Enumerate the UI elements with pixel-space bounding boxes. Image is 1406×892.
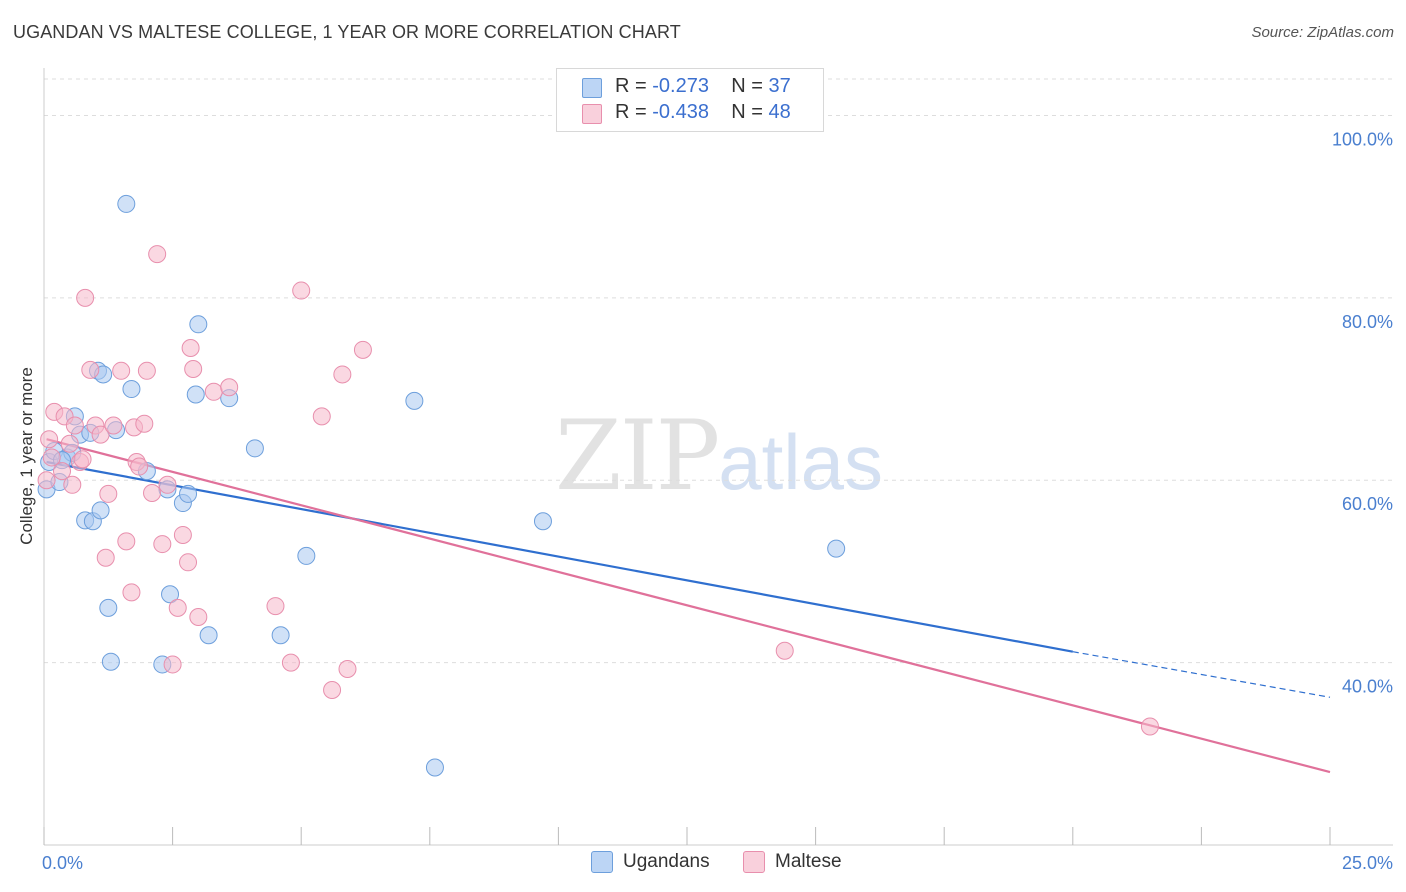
axes [43,68,1393,846]
point-1-38 [220,378,239,397]
point-1-35 [184,359,203,378]
legend-swatch-ugandans [582,78,602,98]
point-0-22 [161,585,180,604]
point-1-26 [143,484,162,503]
point-1-36 [189,608,208,627]
y-tick-label-3: 40.0% [1342,677,1393,697]
trend-lines [46,438,1331,774]
series-label-ugandans: Ugandans [623,851,710,873]
series-points-1 [37,245,1159,736]
point-1-40 [281,653,300,672]
point-1-27 [148,245,167,264]
point-1-28 [153,535,172,554]
point-1-16 [99,484,118,503]
point-1-8 [65,416,84,435]
legend-text-maltese: R = -0.438 N = 48 [615,101,791,123]
point-1-46 [353,340,372,359]
point-0-15 [101,652,120,671]
point-0-35 [827,539,846,558]
correlation-legend: R = -0.273 N = 37 R = -0.438 N = 48 [556,68,824,132]
point-1-31 [168,598,187,617]
y-tick-label-2: 60.0% [1342,494,1393,514]
point-1-10 [73,450,92,469]
point-0-25 [186,385,205,404]
point-0-12 [91,501,110,520]
legend-text-ugandans: R = -0.273 N = 37 [615,75,791,97]
legend-swatch-maltese [582,104,602,124]
series-legend-ugandans: Ugandans [591,851,710,873]
point-1-45 [338,660,357,679]
point-0-31 [297,546,316,565]
point-1-29 [158,475,177,494]
point-1-18 [112,361,131,380]
point-1-14 [91,425,110,444]
point-0-29 [245,439,264,458]
point-1-4 [53,462,72,481]
watermark: ZIPatlas [555,400,883,512]
point-1-6 [60,434,79,453]
point-1-30 [163,655,182,674]
point-0-33 [425,758,444,777]
y-tick-label-0: 100.0% [1332,129,1393,149]
point-1-48 [1140,717,1159,736]
point-0-27 [199,626,218,645]
y-tick-label-1: 80.0% [1342,312,1393,332]
watermark-atlas: atlas [718,418,883,506]
series-swatch-ugandans [591,851,613,873]
point-1-42 [312,407,331,426]
y-axis-label: College, 1 year or more [17,367,36,545]
point-0-17 [117,194,136,213]
point-1-32 [173,525,192,544]
point-1-2 [42,448,61,467]
point-1-12 [81,360,100,379]
point-1-43 [323,680,342,699]
series-swatch-maltese [743,851,765,873]
point-1-37 [204,382,223,401]
watermark-zip: ZIP [555,400,720,512]
x-tick-label-1: 25.0% [1342,853,1393,873]
point-1-7 [63,475,82,494]
data-points [37,194,1159,777]
point-1-25 [137,361,156,380]
point-1-11 [76,288,95,307]
point-0-34 [533,512,552,531]
point-0-14 [99,598,118,617]
point-1-20 [122,583,141,602]
point-0-30 [271,626,290,645]
chart-title: UGANDAN VS MALTESE COLLEGE, 1 YEAR OR MO… [13,22,681,42]
trend-line-1 [46,438,1331,774]
point-1-24 [135,414,154,433]
series-label-maltese: Maltese [775,851,842,873]
point-1-19 [117,532,136,551]
grid-lines [44,78,1393,664]
point-1-15 [96,548,115,567]
point-1-44 [333,365,352,384]
point-0-32 [405,391,424,410]
point-0-18 [122,380,141,399]
point-1-41 [292,281,311,300]
point-1-17 [104,416,123,435]
point-0-26 [189,315,208,334]
point-1-23 [130,457,149,476]
series-legend-maltese: Maltese [743,851,842,873]
point-1-1 [40,430,59,449]
point-1-47 [775,641,794,660]
trend-line-extension-0 [1072,651,1331,698]
point-0-24 [179,484,198,503]
point-1-39 [266,597,285,616]
point-1-34 [181,339,200,358]
trend-line-0 [46,460,1073,653]
point-1-33 [179,553,198,572]
point-1-0 [37,471,56,490]
tick-labels: 100.0% 80.0% 60.0% 40.0% 0.0% 25.0% [42,129,1393,873]
source-label: Source: ZipAtlas.com [1251,24,1394,41]
x-tick-label-0: 0.0% [42,853,83,873]
